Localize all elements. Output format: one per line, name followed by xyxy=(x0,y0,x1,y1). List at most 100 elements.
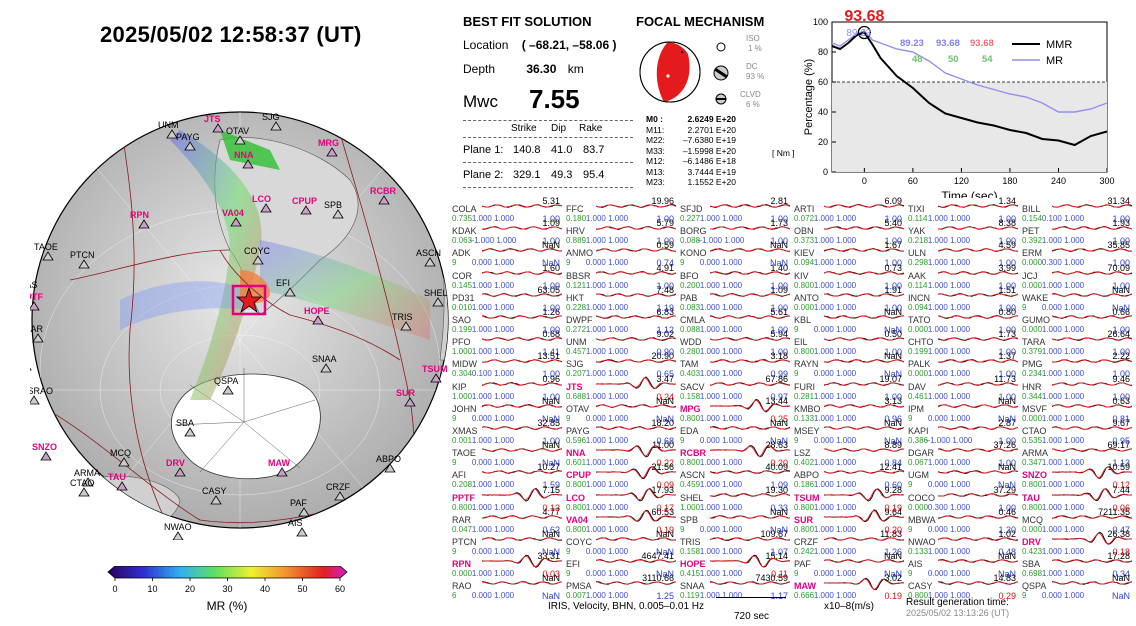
globe-station-tsum[interactable]: TSUM xyxy=(422,364,448,383)
station-trace-pfo[interactable]: PFO 0.68 1.000 1.000 1.000 1.41 xyxy=(452,329,562,357)
globe-station-xmas[interactable]: XMAS xyxy=(30,280,38,299)
station-trace-ptcn[interactable]: PTCN NaN 9 0.000 1.000 NaN xyxy=(452,529,562,557)
globe-station-efi[interactable]: EFI xyxy=(276,278,296,297)
station-trace-wdd[interactable]: WDD 5.94 0.280 1.000 1.000 1.00 xyxy=(680,329,790,357)
station-trace-dgar[interactable]: DGAR 37.26 0.067 1.000 1.000 1.00 xyxy=(908,440,1018,468)
station-trace-ipm[interactable]: IPM NaN 9 0.000 1.000 NaN xyxy=(908,396,1018,424)
station-trace-cpup[interactable]: CPUP 21.56 0.800 1.000 1.000 0.09 xyxy=(566,462,676,490)
station-trace-crzf[interactable]: CRZF 11.83 0.242 1.000 1.000 1.26 xyxy=(794,529,904,557)
station-trace-tau[interactable]: TAU 7.44 0.800 1.000 1.000 0.06 xyxy=(1022,485,1132,513)
station-trace-rpn[interactable]: RPN 33.31 0.000 1.000 1.000 0.03 xyxy=(452,551,562,579)
station-trace-snaa[interactable]: SNAA 7430.59 0.119 1.000 1.000 1.17 xyxy=(680,573,790,601)
station-trace-bfo[interactable]: BFO 1.40 0.200 1.000 1.000 1.00 xyxy=(680,263,790,291)
globe-station-arma[interactable]: ARMA xyxy=(74,468,100,487)
station-trace-ctao[interactable]: CTAO 9.67 0.535 1.000 1.000 0.95 xyxy=(1022,418,1132,446)
station-trace-lsz[interactable]: LSZ 8.89 0.402 1.000 1.000 0.84 xyxy=(794,440,904,468)
globe-station-unm[interactable]: UNM xyxy=(158,120,179,139)
station-trace-cola[interactable]: COLA 5.31 0.735 1.000 1.000 1.00 xyxy=(452,196,562,224)
globe-station-ais[interactable]: AIS xyxy=(288,518,308,537)
station-trace-afi[interactable]: AFI 10.27 0.208 1.000 1.000 1.59 xyxy=(452,462,562,490)
station-trace-dav[interactable]: DAV 11.73 0.461 1.000 1.000 1.00 xyxy=(908,374,1018,402)
station-trace-sur[interactable]: SUR 9.64 0.800 1.000 1.000 0.20 xyxy=(794,507,904,535)
globe-station-otav[interactable]: OTAV xyxy=(226,126,249,145)
station-trace-yak[interactable]: YAK 8.38 0.218 1.000 1.000 1.00 xyxy=(908,218,1018,246)
station-trace-kiev[interactable]: KIEV 1.67 0.094 1.000 1.000 1.00 xyxy=(794,240,904,268)
globe-station-drv[interactable]: DRV xyxy=(166,458,186,477)
station-trace-sba[interactable]: SBA 17.28 0.698 1.000 1.000 0.34 xyxy=(1022,551,1132,579)
station-trace-tixi[interactable]: TIXI 1.34 0.114 1.000 1.000 1.00 xyxy=(908,196,1018,224)
globe-station-nwao[interactable]: NWAO xyxy=(164,522,192,540)
station-trace-hope[interactable]: HOPE 15.14 0.415 1.000 1.000 0.11 xyxy=(680,551,790,579)
station-trace-drv[interactable]: DRV 26.38 0.423 1.000 1.000 0.18 xyxy=(1022,529,1132,557)
station-trace-ais[interactable]: AIS NaN 9 0.000 1.000 NaN xyxy=(908,551,1018,579)
station-trace-sfjd[interactable]: SFJD 2.81 0.227 1.000 1.000 1.00 xyxy=(680,196,790,224)
globe-station-hope[interactable]: HOPE xyxy=(304,306,330,325)
globe-station-tris[interactable]: TRIS xyxy=(392,312,413,331)
station-trace-pab[interactable]: PAB 1.09 0.083 1.000 1.000 1.00 xyxy=(680,285,790,313)
station-trace-tato[interactable]: TATO 0.80 0.000 1.000 1.000 1.00 xyxy=(908,307,1018,335)
station-trace-pptf[interactable]: PPTF 7.15 0.800 1.000 1.000 0.13 xyxy=(452,485,562,513)
station-trace-palk[interactable]: PALK 1.37 0.000 1.000 1.000 1.00 xyxy=(908,351,1018,379)
station-trace-arti[interactable]: ARTI 6.09 0.072 1.000 1.000 1.00 xyxy=(794,196,904,224)
globe-station-maw[interactable]: MAW xyxy=(268,458,291,477)
station-trace-kip[interactable]: KIP 0.96 1.000 1.000 1.000 1.00 xyxy=(452,374,562,402)
globe-station-payg[interactable]: PAYG xyxy=(176,132,200,151)
station-trace-taoe[interactable]: TAOE NaN 9 0.000 1.000 NaN xyxy=(452,440,562,468)
station-trace-tara[interactable]: TARA 26.64 0.379 1.000 1.000 1.00 xyxy=(1022,329,1132,357)
station-trace-paf[interactable]: PAF NaN 9 0.000 1.000 NaN xyxy=(794,551,904,579)
station-trace-bbsr[interactable]: BBSR 4.91 0.121 1.000 1.000 1.00 xyxy=(566,263,676,291)
globe-station-crzf[interactable]: CRZF xyxy=(326,482,350,501)
station-trace-xmas[interactable]: XMAS 32.85 0.001 1.000 1.000 1.00 xyxy=(452,418,562,446)
station-trace-sao[interactable]: SAO 1.26 0.199 1.000 1.000 1.00 xyxy=(452,307,562,335)
station-trace-spb[interactable]: SPB NaN 9 0.000 1.000 NaN xyxy=(680,507,790,535)
globe-station-rar[interactable]: RAR xyxy=(30,324,44,343)
beachball-icon[interactable] xyxy=(638,40,702,104)
station-trace-aak[interactable]: AAK 3.99 0.114 1.000 1.000 1.00 xyxy=(908,263,1018,291)
station-trace-pet[interactable]: PET 1.93 0.392 1.000 1.000 1.00 xyxy=(1022,218,1132,246)
station-trace-msey[interactable]: MSEY NaN 9 0.000 1.000 NaN xyxy=(794,418,904,446)
station-trace-mbwa[interactable]: MBWA 0.46 9 0.000 1.000 1.30 xyxy=(908,507,1018,535)
station-trace-eda[interactable]: EDA NaN 9 0.000 1.000 NaN xyxy=(680,418,790,446)
globe-station-cpup[interactable]: CPUP xyxy=(292,196,317,215)
globe-station-abpo[interactable]: ABPO xyxy=(376,454,401,473)
station-trace-kbl[interactable]: KBL NaN 9 0.000 1.000 NaN xyxy=(794,307,904,335)
globe-station-casy[interactable]: CASY xyxy=(202,486,227,505)
station-trace-anto[interactable]: ANTO 1.91 0.000 1.000 1.000 1.00 xyxy=(794,285,904,313)
station-trace-wake[interactable]: WAKE NaN 9 0.000 1.000 NaN xyxy=(1022,285,1132,313)
station-trace-erm[interactable]: ERM 35.85 0.000 0.300 1.000 1.00 xyxy=(1022,240,1132,268)
globe-station-shel[interactable]: SHEL xyxy=(424,288,448,307)
globe-station-mrg[interactable]: MRG xyxy=(318,138,339,157)
station-trace-john[interactable]: JOHN NaN 9 0.000 1.000 NaN xyxy=(452,396,562,424)
globe-station-ascn[interactable]: ASCN xyxy=(416,248,441,267)
station-trace-jcj[interactable]: JCJ 70.09 0.000 1.000 1.000 1.00 xyxy=(1022,263,1132,291)
globe-station-sjg[interactable]: SJG xyxy=(262,112,282,131)
station-trace-tam[interactable]: TAM 3.18 0.403 1.000 1.000 0.99 xyxy=(680,351,790,379)
mr-percentage-chart[interactable]: 0 20 40 60 80 100 0 60 120 180 240 300 Time (sec) Per… xyxy=(800,8,1120,198)
station-trace-hnr[interactable]: HNR 9.46 0.344 1.000 1.000 1.00 xyxy=(1022,374,1132,402)
station-trace-tris[interactable]: TRIS 109.67 0.158 1.000 1.000 1.07 xyxy=(680,529,790,557)
station-trace-gumo[interactable]: GUMO 0.66 0.000 1.000 1.000 1.00 xyxy=(1022,307,1132,335)
station-trace-pmsa[interactable]: PMSA 3110.66 0.007 1.000 1.000 1.25 xyxy=(566,573,676,601)
station-trace-snzo[interactable]: SNZO 10.59 0.800 1.000 1.000 0.12 xyxy=(1022,462,1132,490)
station-trace-msvf[interactable]: MSVF 0.63 0.000 1.000 1.000 0.81 xyxy=(1022,396,1132,424)
globe-station-msrao[interactable]: MSRAO xyxy=(30,386,53,405)
station-trace-nna[interactable]: NNA 11.00 0.601 1.000 1.000 0.22 xyxy=(566,440,676,468)
globe-station-afi[interactable]: AFI xyxy=(30,352,32,371)
station-trace-ffc[interactable]: FFC 19.96 0.180 1.000 1.000 1.00 xyxy=(566,196,676,224)
station-trace-sacv[interactable]: SACV 67.86 0.158 1.000 1.000 0.97 xyxy=(680,374,790,402)
globe-station-nna[interactable]: NNA xyxy=(234,150,254,169)
epicenter-star-icon[interactable] xyxy=(235,286,263,314)
globe-station-snaa[interactable]: SNAA xyxy=(312,354,337,373)
globe-station-sur[interactable]: SUR xyxy=(396,388,416,407)
station-trace-rao[interactable]: RAO NaN 6 0.000 1.000 NaN xyxy=(452,573,562,601)
station-trace-qspa[interactable]: QSPA NaN 9 0.000 1.000 NaN xyxy=(1022,573,1132,601)
station-trace-kono[interactable]: KONO NaN 9 0.000 1.000 NaN xyxy=(680,240,790,268)
globe-station-coyc[interactable]: COYC xyxy=(244,246,271,265)
globe-station-snzo[interactable]: SNZO xyxy=(32,442,57,461)
peak-marker-icon[interactable] xyxy=(857,25,872,40)
station-trace-cmla[interactable]: CMLA 5.61 0.088 1.000 1.000 1.00 xyxy=(680,307,790,335)
station-trace-kiv[interactable]: KIV 0.73 0.800 1.000 1.000 1.00 xyxy=(794,263,904,291)
station-trace-rayn[interactable]: RAYN NaN 9 0.000 1.000 NaN xyxy=(794,351,904,379)
station-trace-ugm[interactable]: UGM NaN 9 0.000 1.000 NaN xyxy=(908,462,1018,490)
globe-station-qspa[interactable]: QSPA xyxy=(214,376,238,395)
